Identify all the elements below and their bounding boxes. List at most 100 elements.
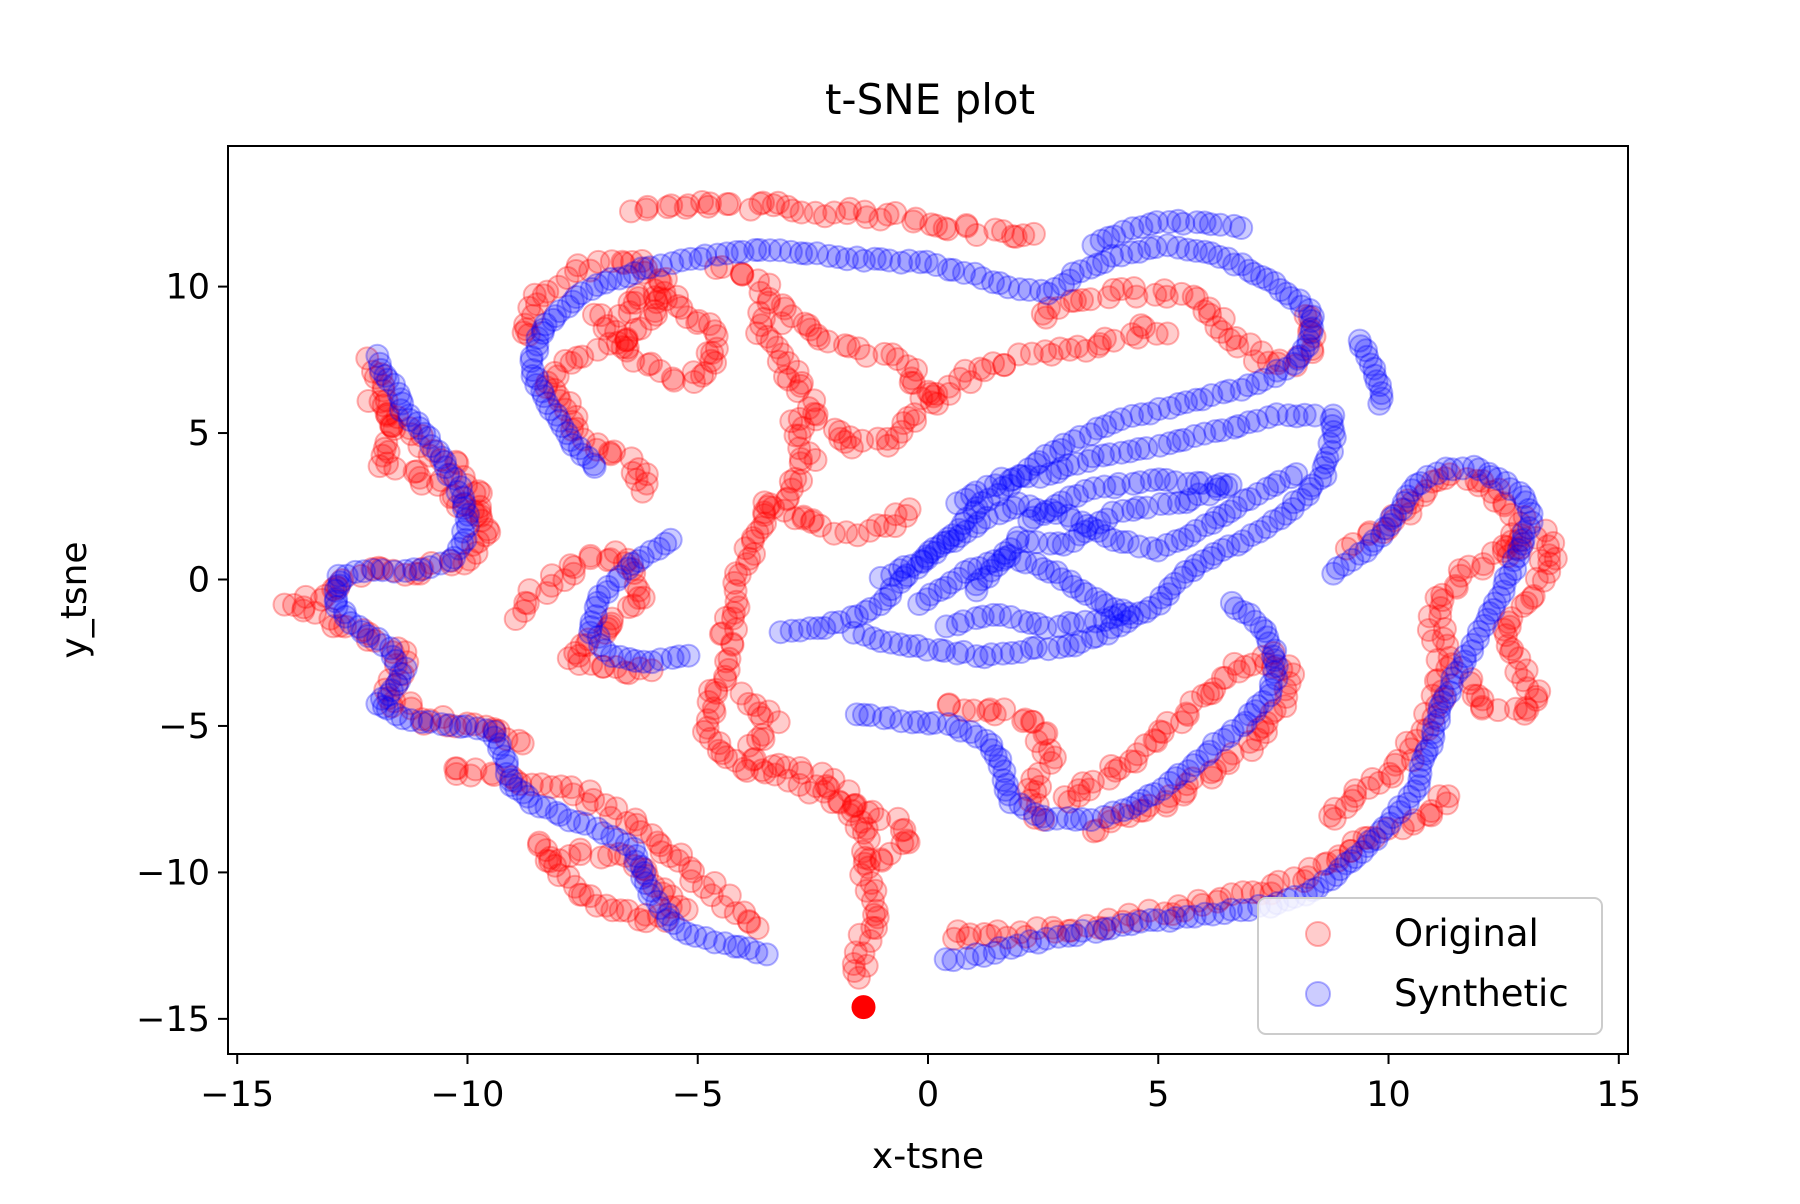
point-synthetic [1430, 690, 1455, 715]
point-synthetic [1192, 421, 1217, 446]
point-original [369, 362, 394, 387]
point-original [776, 486, 800, 511]
point-synthetic [1268, 278, 1293, 302]
point-synthetic [1001, 467, 1026, 491]
point-synthetic [1320, 414, 1345, 438]
point-original [624, 467, 649, 492]
point-original [351, 618, 376, 642]
point-original [782, 506, 807, 531]
point-synthetic [1138, 212, 1163, 237]
point-original [614, 328, 639, 353]
point-synthetic [1450, 456, 1475, 481]
point-original [371, 373, 396, 398]
point-original [750, 705, 775, 730]
point-original [1499, 502, 1523, 527]
point-synthetic [1258, 672, 1283, 697]
point-synthetic [923, 540, 948, 565]
point-original [565, 253, 590, 278]
point-original [1360, 767, 1385, 791]
point-synthetic [1083, 609, 1108, 634]
point-synthetic [991, 768, 1016, 793]
point-original [1486, 698, 1510, 723]
point-original [371, 378, 396, 403]
point-original [439, 462, 464, 487]
point-synthetic [350, 619, 375, 644]
point-original [1117, 902, 1141, 927]
point-synthetic [1362, 528, 1386, 553]
point-original [886, 806, 910, 831]
point-synthetic [835, 247, 859, 272]
point-original [584, 893, 609, 918]
point-original [1225, 334, 1250, 359]
point-synthetic [550, 414, 575, 439]
point-synthetic [924, 253, 949, 277]
point-original [466, 479, 491, 504]
point-synthetic [895, 563, 919, 588]
point-original [627, 907, 651, 932]
point-original [742, 541, 766, 566]
point-original [526, 833, 551, 857]
point-synthetic [1146, 538, 1170, 563]
point-original [1282, 866, 1307, 891]
point-original [714, 649, 739, 674]
point-original [1456, 554, 1481, 579]
y-tick-label: −5 [158, 707, 210, 747]
point-synthetic [1018, 929, 1043, 954]
point-synthetic [1085, 416, 1110, 441]
point-original [632, 260, 657, 285]
point-original [802, 388, 827, 413]
point-synthetic [1171, 211, 1196, 236]
point-synthetic [1276, 403, 1301, 428]
point-synthetic [947, 517, 972, 542]
point-original [652, 877, 677, 902]
point-synthetic [1289, 487, 1314, 512]
point-synthetic [999, 935, 1024, 960]
point-original [884, 425, 909, 450]
point-original [515, 591, 540, 616]
point-original [783, 466, 808, 491]
point-original [570, 882, 595, 907]
point-original [1470, 687, 1495, 712]
point-original [704, 336, 729, 361]
point-original [716, 657, 741, 682]
point-original [598, 547, 623, 572]
point-synthetic [378, 636, 403, 661]
point-synthetic [1298, 476, 1323, 501]
point-original [1433, 466, 1458, 491]
point-original [555, 266, 580, 290]
point-original [1026, 761, 1051, 786]
point-original [1032, 722, 1057, 747]
point-synthetic [1263, 364, 1288, 389]
point-original [1172, 898, 1196, 923]
point-original [1334, 795, 1359, 820]
point-synthetic [1284, 462, 1309, 487]
point-original [736, 909, 761, 933]
point-synthetic [1006, 525, 1031, 550]
point-original [730, 262, 755, 287]
point-original [842, 794, 866, 819]
point-original [503, 607, 528, 631]
point-original [774, 487, 799, 512]
point-synthetic [1324, 863, 1349, 887]
point-original [623, 317, 648, 342]
point-original [1322, 806, 1347, 831]
point-original [653, 266, 678, 291]
point-original [1390, 816, 1415, 841]
point-synthetic [1107, 602, 1132, 627]
point-original [669, 295, 694, 320]
point-original [1465, 683, 1490, 708]
point-synthetic [1281, 490, 1306, 515]
point-synthetic [494, 754, 519, 778]
point-synthetic [579, 615, 603, 639]
point-original [873, 513, 898, 538]
point-synthetic [816, 243, 841, 268]
point-original [889, 818, 914, 843]
point-synthetic [1199, 241, 1224, 266]
point-synthetic [323, 578, 348, 603]
point-original [1180, 766, 1205, 791]
point-original [1117, 804, 1142, 829]
point-original [1430, 588, 1455, 613]
point-synthetic [1087, 510, 1112, 535]
point-original [1137, 898, 1162, 923]
point-synthetic [1296, 482, 1321, 507]
